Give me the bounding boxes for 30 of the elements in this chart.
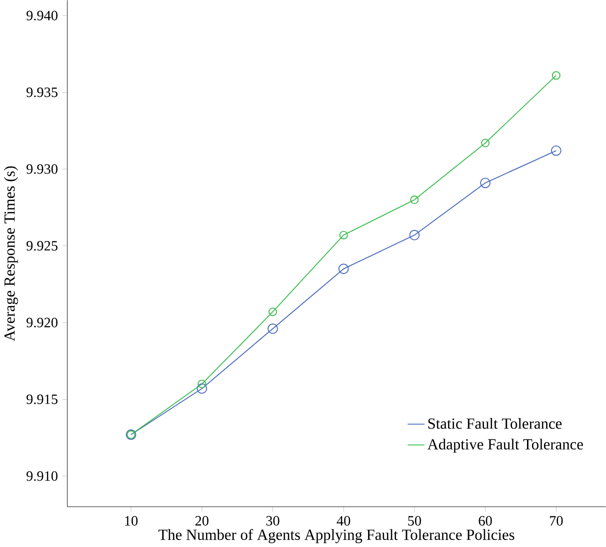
- point: [410, 195, 419, 204]
- x-tick-label: 30: [266, 516, 280, 526]
- point: [339, 230, 348, 240]
- point: [480, 178, 491, 188]
- y-tick-label: 9.920: [26, 318, 58, 328]
- y-tick-label: 9.925: [26, 240, 58, 251]
- y-tick-label: 9.930: [26, 164, 58, 174]
- legend-label: Static Fault Tolerance: [428, 418, 562, 429]
- y-tick-label: 9.915: [26, 394, 58, 404]
- y-tick-label: 9.910: [26, 471, 58, 481]
- x-tick-label: 50: [408, 516, 422, 526]
- x-tick-label: 40: [336, 516, 350, 526]
- x-tick-label: 70: [550, 516, 563, 526]
- y-tick-label: 9.940: [26, 10, 58, 20]
- point: [196, 383, 208, 394]
- legend-label: Adaptive Fault Tolerance: [427, 438, 583, 453]
- y-axis-title: Average Response Times (s): [4, 166, 18, 342]
- point: [550, 145, 562, 156]
- point: [481, 138, 490, 148]
- point: [268, 323, 278, 334]
- x-tick-label: 10: [125, 516, 138, 526]
- x-tick-label: 20: [195, 516, 208, 526]
- point: [409, 230, 420, 240]
- point: [198, 380, 206, 388]
- x-axis-title: The Number of Agents Applying Fault Tolerance Policies: [158, 528, 514, 544]
- point: [338, 264, 349, 274]
- point: [268, 308, 277, 316]
- point: [552, 71, 560, 80]
- y-tick-label: 9.935: [26, 87, 58, 98]
- x-tick-label: 60: [478, 516, 492, 526]
